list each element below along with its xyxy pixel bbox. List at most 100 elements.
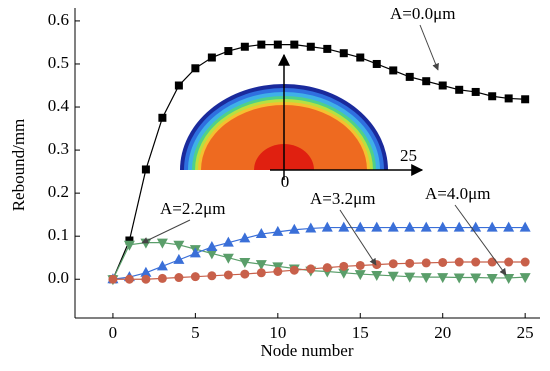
marker: [255, 228, 267, 239]
marker: [189, 247, 201, 258]
marker: [355, 260, 365, 270]
marker: [503, 221, 515, 232]
x-tick-label: 0: [109, 323, 118, 342]
marker: [206, 249, 218, 260]
marker: [420, 273, 432, 284]
marker: [272, 225, 284, 236]
marker: [306, 264, 316, 274]
marker: [454, 257, 464, 267]
marker: [354, 270, 366, 281]
y-tick-label: 0.5: [48, 53, 69, 72]
y-tick-label: 0.1: [48, 225, 69, 244]
marker: [404, 272, 416, 283]
marker: [437, 273, 449, 284]
marker: [141, 274, 151, 284]
series-label: A=4.0μm: [425, 184, 490, 203]
marker: [519, 273, 531, 284]
marker: [387, 271, 399, 282]
marker: [239, 258, 251, 269]
marker: [207, 53, 216, 62]
x-tick-label: 15: [352, 323, 369, 342]
marker: [405, 72, 414, 81]
marker: [125, 236, 134, 245]
marker: [323, 44, 332, 53]
marker: [174, 81, 183, 90]
marker: [405, 258, 415, 268]
marker: [387, 221, 399, 232]
marker: [471, 257, 481, 267]
marker: [470, 273, 482, 284]
marker: [470, 221, 482, 232]
annotation-arrow: [339, 209, 377, 266]
marker: [123, 240, 135, 251]
series-label: A=2.2μm: [160, 199, 225, 218]
marker: [222, 236, 234, 247]
marker: [321, 221, 333, 232]
y-tick-label: 0.2: [48, 182, 69, 201]
marker: [124, 274, 134, 284]
x-tick-label: 5: [191, 323, 200, 342]
marker: [174, 273, 184, 283]
marker: [471, 87, 480, 96]
marker: [453, 273, 465, 284]
y-tick-label: 0.4: [48, 96, 70, 115]
marker: [455, 85, 464, 94]
marker: [156, 260, 168, 271]
marker: [190, 272, 200, 282]
x-axis-label: Node number: [260, 341, 353, 360]
x-tick-label: 25: [517, 323, 534, 342]
marker: [273, 40, 282, 49]
marker: [322, 263, 332, 273]
marker: [488, 92, 497, 101]
marker: [191, 64, 200, 73]
marker: [437, 221, 449, 232]
marker: [503, 273, 515, 284]
marker: [504, 94, 513, 103]
marker: [339, 261, 349, 271]
x-tick-label: 10: [269, 323, 286, 342]
marker: [356, 53, 365, 62]
marker: [173, 240, 185, 251]
marker: [224, 47, 233, 56]
series-label: A=3.2μm: [310, 189, 375, 208]
marker: [156, 238, 168, 249]
marker: [388, 259, 398, 269]
annotation-arrow: [454, 204, 507, 276]
marker: [338, 268, 350, 279]
marker: [255, 260, 267, 271]
marker: [223, 270, 233, 280]
marker: [273, 267, 283, 276]
marker: [240, 42, 249, 51]
marker: [422, 77, 431, 86]
marker: [354, 221, 366, 232]
marker: [338, 221, 350, 232]
marker: [438, 257, 448, 267]
marker: [420, 221, 432, 232]
marker: [140, 266, 152, 277]
marker: [288, 223, 300, 234]
marker: [239, 232, 251, 243]
marker: [371, 221, 383, 232]
marker: [256, 268, 266, 278]
marker: [222, 253, 234, 264]
marker: [504, 257, 514, 267]
annotation-arrow: [419, 24, 439, 71]
marker: [207, 271, 217, 281]
x-tick-label: 20: [434, 323, 451, 342]
inset-label: 25: [400, 146, 417, 165]
marker: [305, 222, 317, 233]
marker: [487, 257, 497, 267]
marker: [519, 221, 531, 232]
marker: [371, 270, 383, 281]
annotation-arrow: [141, 219, 191, 244]
marker: [306, 42, 315, 51]
marker: [173, 253, 185, 264]
y-tick-label: 0.6: [48, 10, 69, 29]
marker: [108, 274, 118, 284]
marker: [438, 81, 447, 90]
marker: [404, 221, 416, 232]
y-axis-label: Rebound/mm: [9, 119, 28, 212]
marker: [240, 269, 250, 279]
inset-label: 0: [281, 172, 290, 191]
